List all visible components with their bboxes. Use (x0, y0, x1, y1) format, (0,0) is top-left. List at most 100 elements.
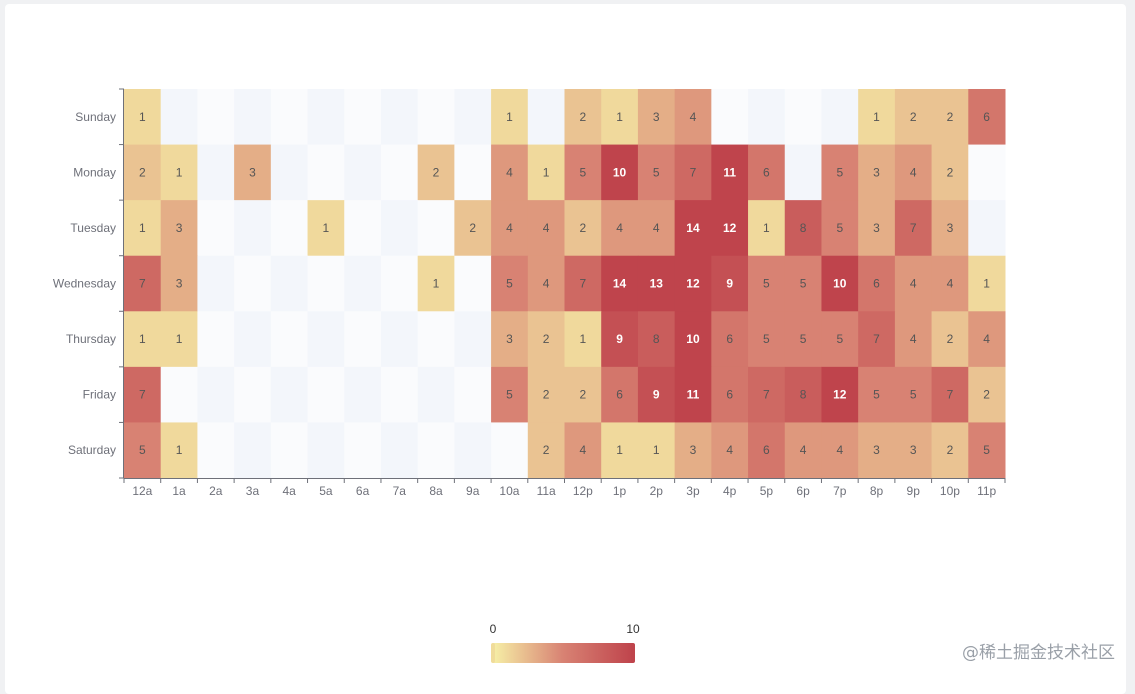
cell-label: 14 (686, 221, 700, 235)
heatmap-cell (894, 311, 933, 368)
heatmap-cell (417, 144, 455, 201)
cell-label: 8 (800, 221, 807, 235)
y-tick-label: Wednesday (53, 277, 116, 291)
cell-label: 4 (543, 221, 550, 235)
heatmap-cell (637, 144, 676, 201)
cell-label: 3 (249, 165, 256, 179)
cell-label: 3 (873, 165, 880, 179)
heatmap-cell (344, 255, 382, 312)
heatmap-cell (417, 422, 455, 479)
visual-map-bar[interactable] (493, 643, 633, 663)
heatmap-cell (454, 255, 492, 312)
x-tick-label: 5a (319, 484, 333, 498)
cell-label: 5 (139, 443, 146, 457)
heatmap-cell (380, 89, 419, 146)
heatmap-cell (748, 422, 786, 479)
heatmap-cell (821, 89, 859, 146)
heatmap-cell (821, 311, 859, 368)
heatmap-cell (601, 422, 639, 479)
cell-label: 7 (580, 277, 587, 291)
heatmap-cell (748, 89, 786, 146)
heatmap-cell (527, 311, 565, 368)
heatmap-cell (234, 255, 272, 312)
heatmap-cell (197, 144, 235, 201)
heatmap-cell (858, 255, 896, 312)
heatmap-cell (307, 89, 345, 146)
cell-label: 4 (506, 165, 513, 179)
heatmap-cell (344, 89, 382, 146)
cell-label: 1 (139, 221, 146, 235)
x-tick-label: 8p (870, 484, 884, 498)
heatmap-cell (894, 89, 933, 146)
heatmap-cell (124, 89, 162, 146)
cell-label: 12 (723, 221, 737, 235)
heatmap-cell (748, 366, 786, 423)
x-tick-label: 7p (833, 484, 847, 498)
cell-label: 1 (139, 332, 146, 346)
cell-label: 7 (910, 221, 917, 235)
heatmap-cell (160, 200, 198, 257)
cell-label: 1 (983, 277, 990, 291)
heatmap-cell (454, 366, 492, 423)
heatmap-cell (674, 366, 712, 423)
x-tick-label: 9a (466, 484, 480, 498)
heatmap-cell (124, 311, 162, 368)
x-tick-label: 4p (723, 484, 737, 498)
heatmap-cell (380, 366, 419, 423)
heatmap-cell (711, 366, 749, 423)
heatmap-cell (160, 366, 198, 423)
cell-label: 6 (763, 165, 770, 179)
cell-label: 5 (836, 332, 843, 346)
cell-label: 3 (947, 221, 954, 235)
cell-label: 2 (139, 165, 146, 179)
visual-map-handle-min[interactable] (491, 643, 495, 663)
heatmap-cell (784, 422, 822, 479)
heatmap-cell (564, 89, 602, 146)
heatmap-cell (124, 255, 162, 312)
heatmap-cell (748, 311, 786, 368)
heatmap-cell (270, 89, 309, 146)
x-tick-label: 9p (907, 484, 921, 498)
heatmap-cell (674, 200, 712, 257)
cell-label: 4 (910, 332, 917, 346)
heatmap-cell (931, 89, 969, 146)
visual-map-handle-max[interactable] (631, 643, 635, 663)
heatmap-cell (527, 89, 565, 146)
cell-label: 2 (543, 332, 550, 346)
cell-label: 3 (653, 110, 660, 124)
heatmap-cell (968, 366, 1006, 423)
heatmap-cell (637, 422, 676, 479)
heatmap-cell (858, 200, 896, 257)
cell-label: 4 (947, 277, 954, 291)
heatmap-cell (711, 89, 749, 146)
heatmap-cell (234, 89, 272, 146)
x-tick-label: 12p (573, 484, 593, 498)
heatmap-cell (601, 89, 639, 146)
cell-label: 10 (833, 277, 847, 291)
visual-map-max-label: 10 (626, 622, 640, 636)
heatmap-cell (234, 366, 272, 423)
heatmap-cell (491, 89, 529, 146)
cell-label: 2 (947, 332, 954, 346)
heatmap-cell (270, 366, 309, 423)
heatmap-cell (784, 200, 822, 257)
cell-label: 2 (947, 110, 954, 124)
heatmap-cell (270, 200, 309, 257)
x-tick-label: 4a (283, 484, 297, 498)
cell-label: 5 (763, 332, 770, 346)
x-tick-label: 7a (393, 484, 407, 498)
heatmap-cell (968, 89, 1006, 146)
cell-label: 1 (873, 110, 880, 124)
heatmap-cell (674, 89, 712, 146)
heatmap-cell (711, 144, 749, 201)
cell-label: 4 (653, 221, 660, 235)
x-tick-label: 1p (613, 484, 627, 498)
cell-label: 2 (543, 443, 550, 457)
cell-label: 6 (726, 388, 733, 402)
heatmap-cell (894, 255, 933, 312)
cell-label: 12 (686, 277, 700, 291)
cell-label: 13 (650, 277, 664, 291)
y-tick-label: Sunday (75, 110, 116, 124)
heatmap-cell (858, 89, 896, 146)
cell-label: 2 (433, 165, 440, 179)
